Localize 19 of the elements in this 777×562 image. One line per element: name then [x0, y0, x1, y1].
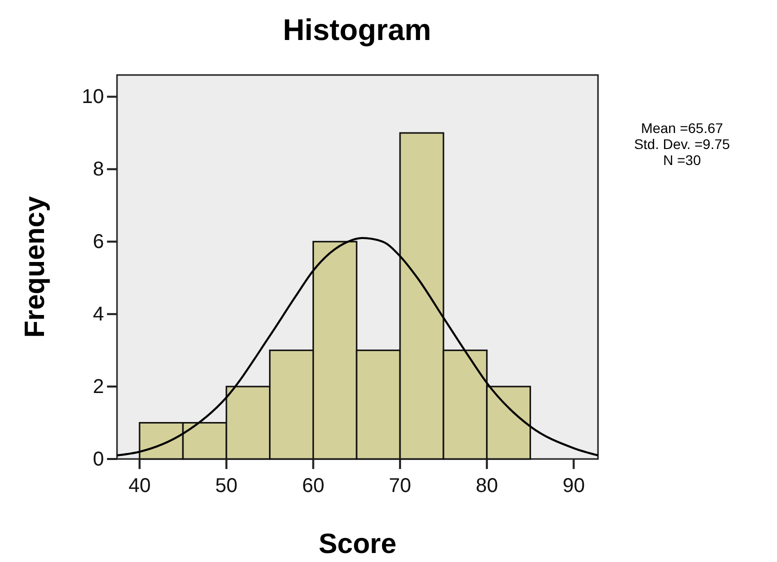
x-tick-label: 70: [388, 475, 412, 497]
x-tick-label: 60: [302, 475, 324, 497]
x-tick-label: 90: [562, 475, 585, 497]
y-tick-label: 0: [92, 448, 104, 470]
x-tick-label: 80: [476, 475, 498, 497]
chart-title: Histogram: [282, 14, 432, 47]
text: Mean =65.67: [640, 120, 724, 136]
y-tick-label: 8: [92, 158, 104, 181]
y-tick-label: 4: [92, 303, 104, 326]
y-tick-label: 6: [92, 231, 104, 254]
y-tick-label: 2: [92, 376, 104, 398]
text: Std. Dev. =9.75: [634, 136, 730, 152]
x-tick-label: 50: [215, 475, 238, 497]
x-axis-title: Score: [318, 528, 396, 559]
line-series: [116, 237, 599, 456]
x-tick-label: 40: [128, 475, 151, 497]
y-tick-label: 10: [82, 86, 104, 108]
text: N =30: [663, 152, 702, 168]
y-axis-title: Frequency: [19, 196, 50, 338]
